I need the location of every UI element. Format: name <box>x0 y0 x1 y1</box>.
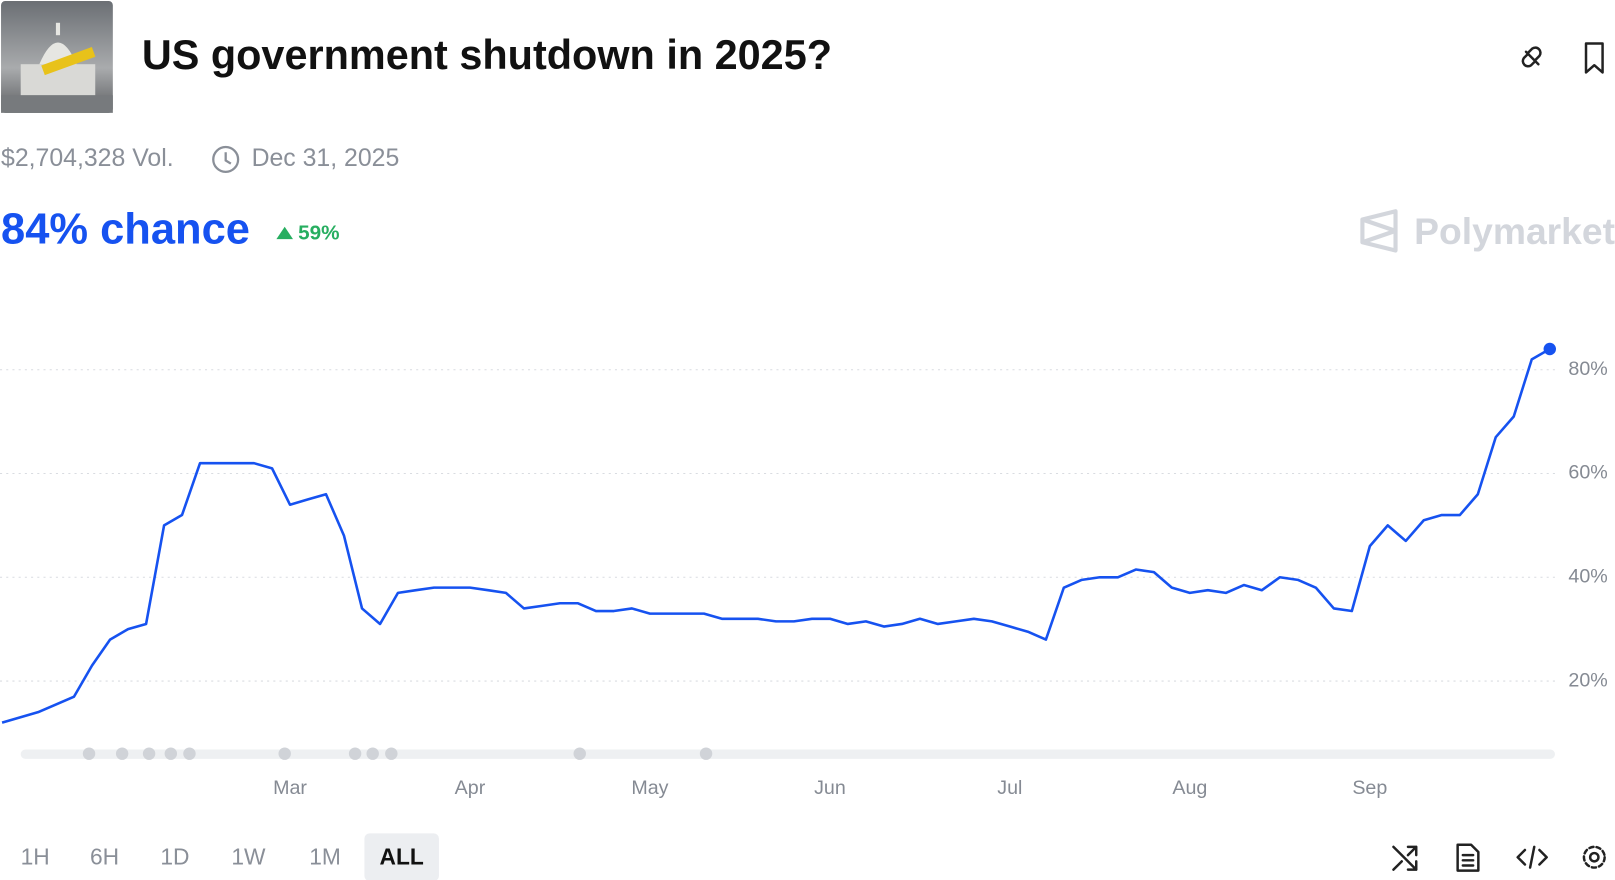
x-tick-label: May <box>631 777 668 799</box>
time-range-tab[interactable]: 1M <box>309 843 341 869</box>
shuffle-icon[interactable] <box>1392 845 1418 871</box>
bookmark-icon[interactable] <box>1584 42 1604 74</box>
selected-tab-bg <box>364 833 439 880</box>
clock-icon <box>212 145 240 174</box>
y-tick-label: 40% <box>1568 565 1607 587</box>
time-range-tab[interactable]: 6H <box>90 843 119 869</box>
brand-logo <box>1360 209 1398 253</box>
up-arrow <box>276 226 293 240</box>
end-date: Dec 31, 2025 <box>252 145 400 172</box>
y-tick-label: 80% <box>1568 358 1607 380</box>
y-tick-label: 60% <box>1568 462 1607 484</box>
chance: 84% chance <box>1 205 250 253</box>
time-range-tab[interactable]: ALL <box>380 843 424 869</box>
x-tick-label: Aug <box>1172 777 1207 799</box>
x-tick-label: Sep <box>1352 777 1387 799</box>
embed-icon[interactable] <box>1516 845 1548 869</box>
settings-icon[interactable] <box>1582 845 1606 869</box>
x-tick-label: Jul <box>997 777 1022 799</box>
link-icon[interactable] <box>1521 46 1542 68</box>
market-title: US government shutdown in 2025? <box>142 32 832 78</box>
change: 59% <box>298 221 339 244</box>
price-line <box>1 347 1551 724</box>
brand-name: Polymarket <box>1414 210 1615 252</box>
scrubber <box>20 747 1555 760</box>
time-range-tab[interactable]: 1H <box>21 843 50 869</box>
x-tick-label: Apr <box>455 777 486 799</box>
x-tick-label: Jun <box>814 777 846 799</box>
time-range-tabs: 1H 6H 1D 1W 1M ALL <box>21 833 439 880</box>
time-range-tab[interactable]: 1D <box>160 843 189 869</box>
y-tick-label: 20% <box>1568 669 1607 691</box>
x-tick-label: Mar <box>273 777 307 799</box>
current-point <box>1543 342 1556 356</box>
volume: $2,704,328 Vol. <box>1 145 174 172</box>
chart: 20% 40% 60% 80% Mar Apr May Jun Jul Aug Sep <box>0 342 1608 799</box>
time-range-tab[interactable]: 1W <box>231 843 266 869</box>
document-icon[interactable] <box>1456 843 1480 872</box>
market-image <box>1 1 113 113</box>
